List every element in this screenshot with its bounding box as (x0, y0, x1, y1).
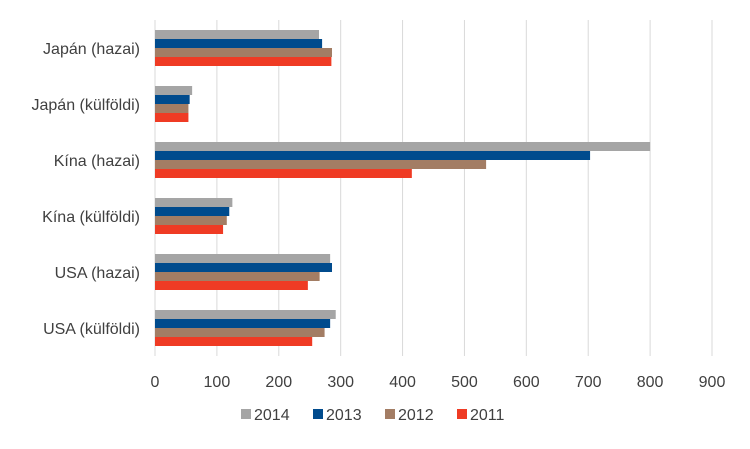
legend-item-2012: 2012 (385, 407, 434, 424)
bar-2011-1 (155, 113, 189, 122)
bar-2013-1 (155, 95, 190, 104)
bar-2012-5 (155, 328, 325, 337)
bar-2014-3 (155, 198, 233, 207)
bar-2012-3 (155, 216, 227, 225)
bar-2012-0 (155, 48, 333, 57)
bar-2013-2 (155, 151, 591, 160)
bar-2014-4 (155, 254, 331, 263)
bar-2013-5 (155, 319, 331, 328)
bar-2013-3 (155, 207, 230, 216)
category-label: USA (hazai) (55, 265, 140, 282)
bar-2014-0 (155, 30, 320, 39)
bar-2011-2 (155, 169, 412, 178)
bar-2011-3 (155, 225, 224, 234)
legend-swatch (457, 409, 467, 419)
category-label: Japán (külföldi) (32, 97, 141, 114)
bar-2011-4 (155, 281, 308, 290)
category-label: USA (külföldi) (43, 321, 140, 338)
bar-2013-4 (155, 263, 333, 272)
x-tick-label: 700 (575, 374, 602, 391)
x-tick-label: 300 (327, 374, 354, 391)
legend-swatch (385, 409, 395, 419)
bar-2014-2 (155, 142, 651, 151)
bar-2013-0 (155, 39, 323, 48)
x-tick-label: 500 (451, 374, 478, 391)
category-label: Kína (hazai) (54, 153, 140, 170)
x-axis-tick-labels: 0 100 200 300 400 500 600 700 800 900 (151, 374, 726, 391)
legend-label: 2014 (254, 407, 290, 424)
x-tick-label: 800 (637, 374, 664, 391)
category-label: Kína (külföldi) (42, 209, 140, 226)
legend-swatch (313, 409, 323, 419)
bar-2014-5 (155, 310, 336, 319)
x-tick-label: 900 (699, 374, 726, 391)
gridlines (154, 20, 713, 356)
legend-label: 2011 (470, 407, 505, 424)
bar-2011-0 (155, 57, 332, 66)
x-tick-label: 0 (151, 374, 160, 391)
category-labels: Japán (hazai) Japán (külföldi) Kína (hazai… (32, 41, 141, 338)
x-tick-label: 400 (389, 374, 416, 391)
x-tick-label: 100 (204, 374, 231, 391)
legend-label: 2012 (398, 407, 434, 424)
bar-2012-4 (155, 272, 320, 281)
category-label: Japán (hazai) (43, 41, 140, 58)
legend-item-2014: 2014 (241, 407, 290, 424)
x-tick-label: 600 (513, 374, 540, 391)
bars (155, 30, 651, 346)
bar-2012-2 (155, 160, 487, 169)
x-tick-label: 200 (265, 374, 292, 391)
bar-2011-5 (155, 337, 313, 346)
legend-item-2011: 2011 (457, 407, 505, 424)
legend-item-2013: 2013 (313, 407, 362, 424)
legend-swatch (241, 409, 251, 419)
legend: 2014 2013 2012 2011 (241, 407, 505, 424)
bar-2014-1 (155, 86, 193, 95)
legend-label: 2013 (326, 407, 362, 424)
bar-2012-1 (155, 104, 189, 113)
